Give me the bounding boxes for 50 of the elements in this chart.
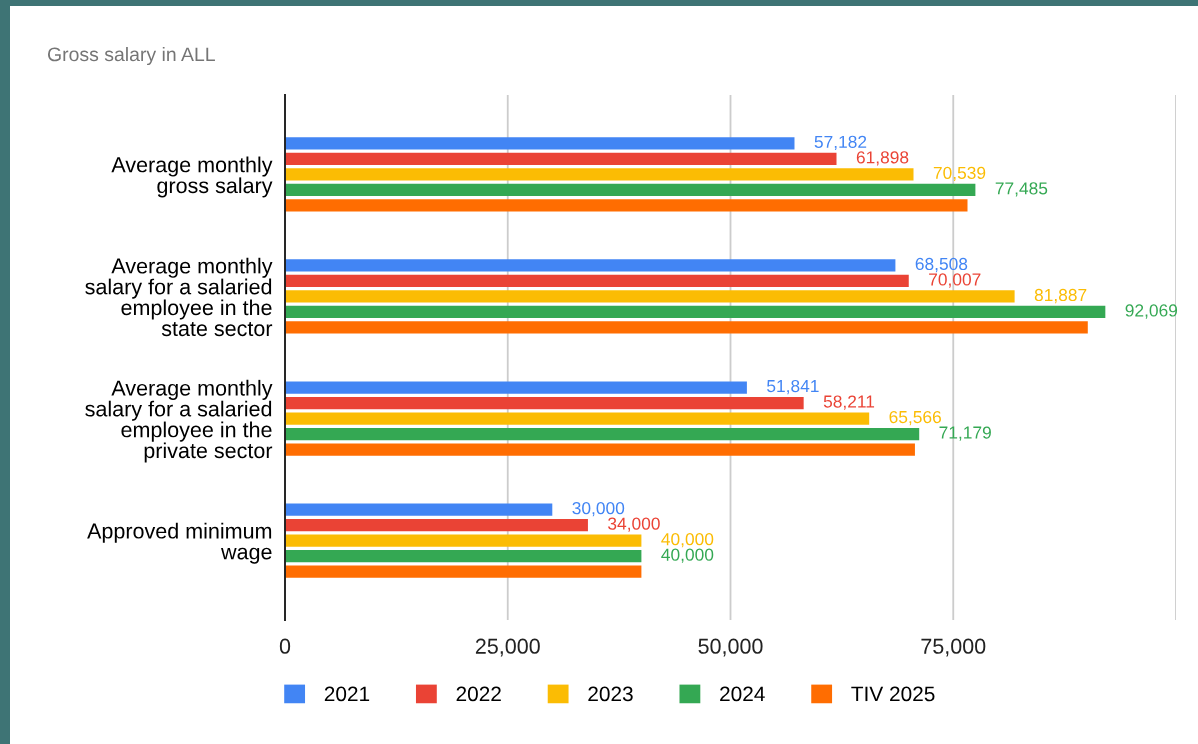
data-label: 58,211 [823,395,875,410]
bar [285,168,914,181]
legend-label: 2024 [720,686,765,702]
bar [285,305,1106,319]
legend-label: 2023 [588,686,633,702]
data-label: 61,898 [856,151,909,166]
data-label: 70,539 [933,166,986,182]
data-label: 34,000 [608,517,660,532]
data-label: 92,069 [1125,304,1178,319]
x-tick-label: 75,000 [921,638,986,657]
bar [285,550,642,563]
bar [285,183,976,196]
chart-title: Gross salary in ALL [47,46,215,66]
legend-label: TIV 2025 [851,686,935,702]
y-tick-label: Average monthly salary for a salaried employee in the private sector [85,379,273,463]
bar [285,137,795,150]
bar [285,152,837,165]
bar [285,443,915,456]
data-label: 70,007 [929,273,981,288]
bar [285,274,909,288]
data-label: 71,179 [939,426,991,441]
data-label: 81,887 [1034,288,1087,304]
x-tick-label: 0 [279,638,291,654]
bar [285,199,968,212]
bar [285,396,804,410]
bar [285,534,642,547]
x-tick-label: 25,000 [475,638,540,657]
data-label: 77,485 [995,182,1048,197]
legend-label: 2021 [324,686,370,702]
bar [285,427,920,441]
data-label: 30,000 [572,501,625,517]
bar [285,381,747,394]
data-label: 65,566 [889,410,941,426]
data-label: 51,841 [767,379,819,395]
y-tick-label: Approved minimum wage [87,522,272,564]
x-tick-label: 50,000 [698,638,763,657]
data-label: 57,182 [814,135,867,151]
data-label: 68,508 [915,257,968,273]
data-label: 40,000 [661,548,714,563]
bar [285,259,896,272]
bar [285,565,642,578]
bar [285,412,870,425]
bar [285,290,1015,303]
y-tick-label: Average monthly gross salary [111,156,273,198]
legend-label: 2022 [456,686,501,702]
bar [285,503,553,516]
y-tick-label: Average monthly salary for a salaried employee in the state sector [85,257,273,337]
data-label: 40,000 [661,533,714,548]
bar [285,321,1088,334]
bar [285,519,588,532]
